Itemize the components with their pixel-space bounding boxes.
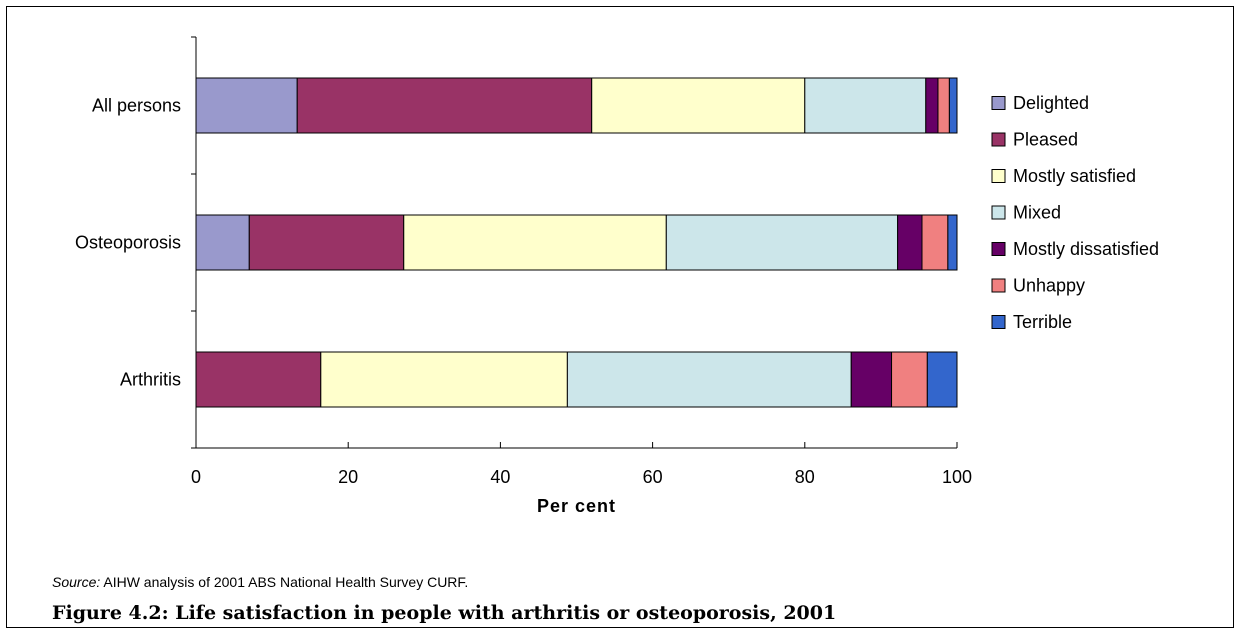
bar-segment [937, 77, 950, 134]
source-prefix: Source: [52, 574, 101, 590]
x-tick-label: 0 [191, 467, 201, 487]
bar-segment [665, 214, 899, 271]
bar-segment [948, 77, 958, 134]
legend-swatch [991, 96, 1006, 110]
x-axis-title: Per cent [537, 496, 616, 516]
legend-swatch [991, 169, 1006, 183]
x-tick-label: 40 [490, 467, 510, 487]
legend-swatch [991, 315, 1006, 329]
category-label: All persons [92, 96, 181, 116]
figure-frame: All persons Osteoporosis Arthritis 0 20 40 60 8… [6, 6, 1234, 628]
bar-segment [921, 214, 949, 271]
legend-label: Mixed [1013, 203, 1061, 223]
bar-segment [195, 214, 250, 271]
bar-segment [925, 77, 939, 134]
bar-segment [195, 351, 322, 408]
bar-segment [566, 351, 852, 408]
source-note: Source: AIHW analysis of 2001 ABS Nation… [52, 574, 468, 590]
legend-label: Mostly satisfied [1013, 166, 1136, 186]
category-label: Arthritis [120, 370, 181, 390]
legend-label: Unhappy [1013, 276, 1085, 296]
x-tick-label: 60 [643, 467, 663, 487]
x-tick-label: 80 [795, 467, 815, 487]
bar-segment [296, 77, 593, 134]
legend-swatch [991, 242, 1006, 256]
bar-segment [891, 351, 928, 408]
x-tick-label: 20 [338, 467, 358, 487]
bar-segment [926, 351, 958, 408]
x-tick-label: 100 [942, 467, 972, 487]
bar-segment [248, 214, 405, 271]
legend-label: Mostly dissatisfied [1013, 239, 1159, 259]
bar-segment [850, 351, 893, 408]
legend-swatch [991, 132, 1006, 147]
bar-segment [320, 351, 568, 408]
figure-caption: Figure 4.2: Life satisfaction in people … [52, 602, 837, 624]
category-label: Osteoporosis [75, 233, 181, 253]
legend-swatch [991, 205, 1006, 220]
stacked-bar-chart: All persons Osteoporosis Arthritis 0 20 40 60 8… [75, 36, 1159, 516]
bar-segment [195, 77, 298, 134]
source-text: AIHW analysis of 2001 ABS National Healt… [100, 574, 469, 590]
bar-segment [403, 214, 667, 271]
legend-label: Pleased [1013, 130, 1078, 150]
bar-segment [804, 77, 927, 134]
legend-label: Delighted [1013, 93, 1089, 113]
bar-segment [947, 214, 958, 271]
bar-segment [591, 77, 806, 134]
bar-segment [897, 214, 923, 271]
legend-label: Terrible [1013, 312, 1072, 332]
legend-swatch [991, 278, 1006, 293]
